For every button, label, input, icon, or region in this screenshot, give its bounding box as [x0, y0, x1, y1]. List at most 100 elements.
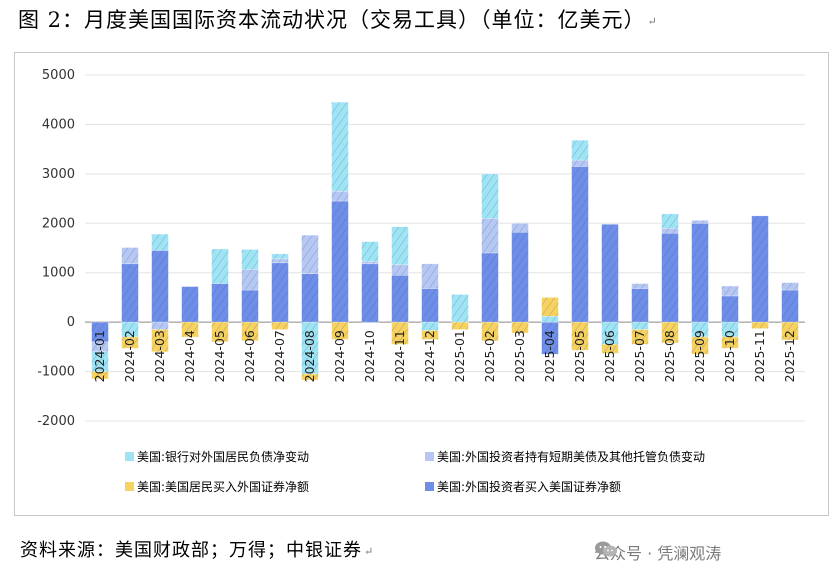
bar-hatch: [421, 330, 439, 340]
x-tick-label: 2025-03: [512, 330, 527, 382]
bar-hatch: [751, 322, 769, 329]
bar-hatch: [631, 329, 649, 345]
x-tick-label: 2025-02: [482, 330, 497, 382]
x-tick-label: 2025-05: [572, 330, 587, 382]
source-text: 资料来源：美国财政部；万得；中银证券: [20, 540, 362, 561]
bar-hatch: [271, 253, 289, 259]
bar-hatch: [601, 344, 619, 354]
bar-hatch: [121, 322, 139, 337]
x-tick-label: 2024-07: [272, 330, 287, 382]
y-tick-label: 4000: [42, 117, 75, 132]
bar-hatch: [631, 283, 649, 289]
bar-hatch: [151, 322, 169, 330]
x-tick-label: 2024-06: [242, 330, 257, 382]
legend-swatch: [425, 482, 434, 491]
bar-hatch: [541, 322, 559, 355]
bar-hatch: [661, 228, 679, 234]
y-tick-label: 1000: [42, 266, 75, 281]
source-paragraph-mark-icon: ↵: [364, 544, 375, 558]
x-tick-label: 2025-11: [752, 330, 767, 382]
legend-swatch: [125, 482, 134, 491]
y-tick-label: 3000: [42, 167, 75, 182]
bar-hatch: [421, 322, 439, 331]
bar-hatch: [691, 223, 709, 323]
bar-hatch: [121, 263, 139, 323]
bar-hatch: [661, 213, 679, 229]
legend-label: 美国:银行对外国居民负债净变动: [137, 449, 309, 464]
bar-hatch: [91, 341, 109, 352]
chart-frame: 5000 4000 3000 2000 1000 0 -1000 -2000 2024-01 2…: [14, 52, 829, 516]
bar-hatch: [211, 283, 229, 323]
bar-hatch: [511, 322, 529, 334]
bar-hatch: [601, 224, 619, 323]
bar-hatch: [571, 322, 589, 351]
y-tick-label: -2000: [37, 414, 75, 429]
bar-hatch: [421, 288, 439, 323]
bar-hatch: [271, 262, 289, 323]
bar-hatch: [781, 290, 799, 323]
bar-hatch: [781, 282, 799, 291]
bar-hatch: [511, 223, 529, 233]
bar-hatch: [451, 322, 469, 330]
bar-hatch: [151, 250, 169, 323]
y-tick-label: 5000: [42, 68, 75, 83]
bar-hatch: [331, 191, 349, 202]
bar-hatch: [181, 322, 199, 337]
bar-hatch: [691, 336, 709, 355]
bar-hatch: [391, 275, 409, 323]
x-tick-label: 2024-08: [302, 330, 317, 382]
bar-hatch: [661, 233, 679, 323]
bar-hatch: [181, 286, 199, 323]
legend-label: 美国:外国投资者持有短期美债及其他托管负债变动: [437, 449, 705, 464]
figure-title-text: 图 2：月度美国国际资本流动状况（交易工具）（单位：亿美元）: [18, 8, 646, 32]
bar-hatch: [571, 166, 589, 323]
x-tick-label: 2024-11: [392, 330, 407, 382]
bar-hatch: [151, 329, 169, 352]
bar-hatch: [481, 173, 499, 219]
bar-hatch: [721, 322, 739, 337]
bar-hatch: [571, 160, 589, 167]
bar-hatch: [271, 322, 289, 330]
x-tick-label: 2025-12: [782, 330, 797, 382]
bar-hatch: [241, 249, 259, 270]
bar-hatch: [331, 322, 349, 340]
paragraph-mark-icon: ↵: [647, 15, 658, 28]
bars: [91, 101, 799, 381]
x-tick-label: 2025-06: [602, 330, 617, 382]
x-tick-label: 2025-07: [632, 330, 647, 382]
bar-hatch: [481, 252, 499, 323]
legend-label: 美国:外国投资者买入美国证券净额: [437, 479, 621, 494]
bar-hatch: [271, 258, 289, 263]
bar-hatch: [421, 263, 439, 289]
bar-hatch: [361, 261, 379, 264]
bar-hatch: [391, 226, 409, 265]
x-tick-label: 2025-04: [542, 330, 557, 382]
bar-hatch: [211, 248, 229, 284]
bar-hatch: [541, 316, 559, 323]
bar-hatch: [661, 322, 679, 343]
bar-hatch: [241, 269, 259, 291]
source-note: 资料来源：美国财政部；万得；中银证券 ↵: [20, 536, 374, 562]
bar-hatch: [481, 322, 499, 341]
bar-hatch: [301, 235, 319, 274]
x-tick-label: 2025-01: [452, 330, 467, 382]
x-tick-label: 2025-09: [692, 330, 707, 382]
legend-item: 美国:美国居民买入外国证券净额: [125, 479, 309, 494]
bar-hatch: [211, 322, 229, 342]
bar-hatch: [721, 286, 739, 296]
x-tick-label: 2024-01: [92, 330, 107, 382]
bar-hatch: [391, 264, 409, 276]
bar-hatch: [301, 273, 319, 323]
bar-hatch: [241, 290, 259, 323]
bar-hatch: [241, 322, 259, 341]
bar-hatch: [91, 322, 109, 342]
bar-hatch: [91, 371, 109, 379]
x-tick-label: 2024-10: [362, 330, 377, 382]
x-tick-label: 2024-04: [182, 330, 197, 382]
legend-item: 美国:外国投资者买入美国证券净额: [425, 479, 621, 494]
figure-title: 图 2：月度美国国际资本流动状况（交易工具）（单位：亿美元） ↵: [18, 4, 658, 34]
bar-hatch: [751, 215, 769, 323]
bar-hatch: [571, 140, 589, 161]
x-tick-label: 2025-10: [722, 330, 737, 382]
